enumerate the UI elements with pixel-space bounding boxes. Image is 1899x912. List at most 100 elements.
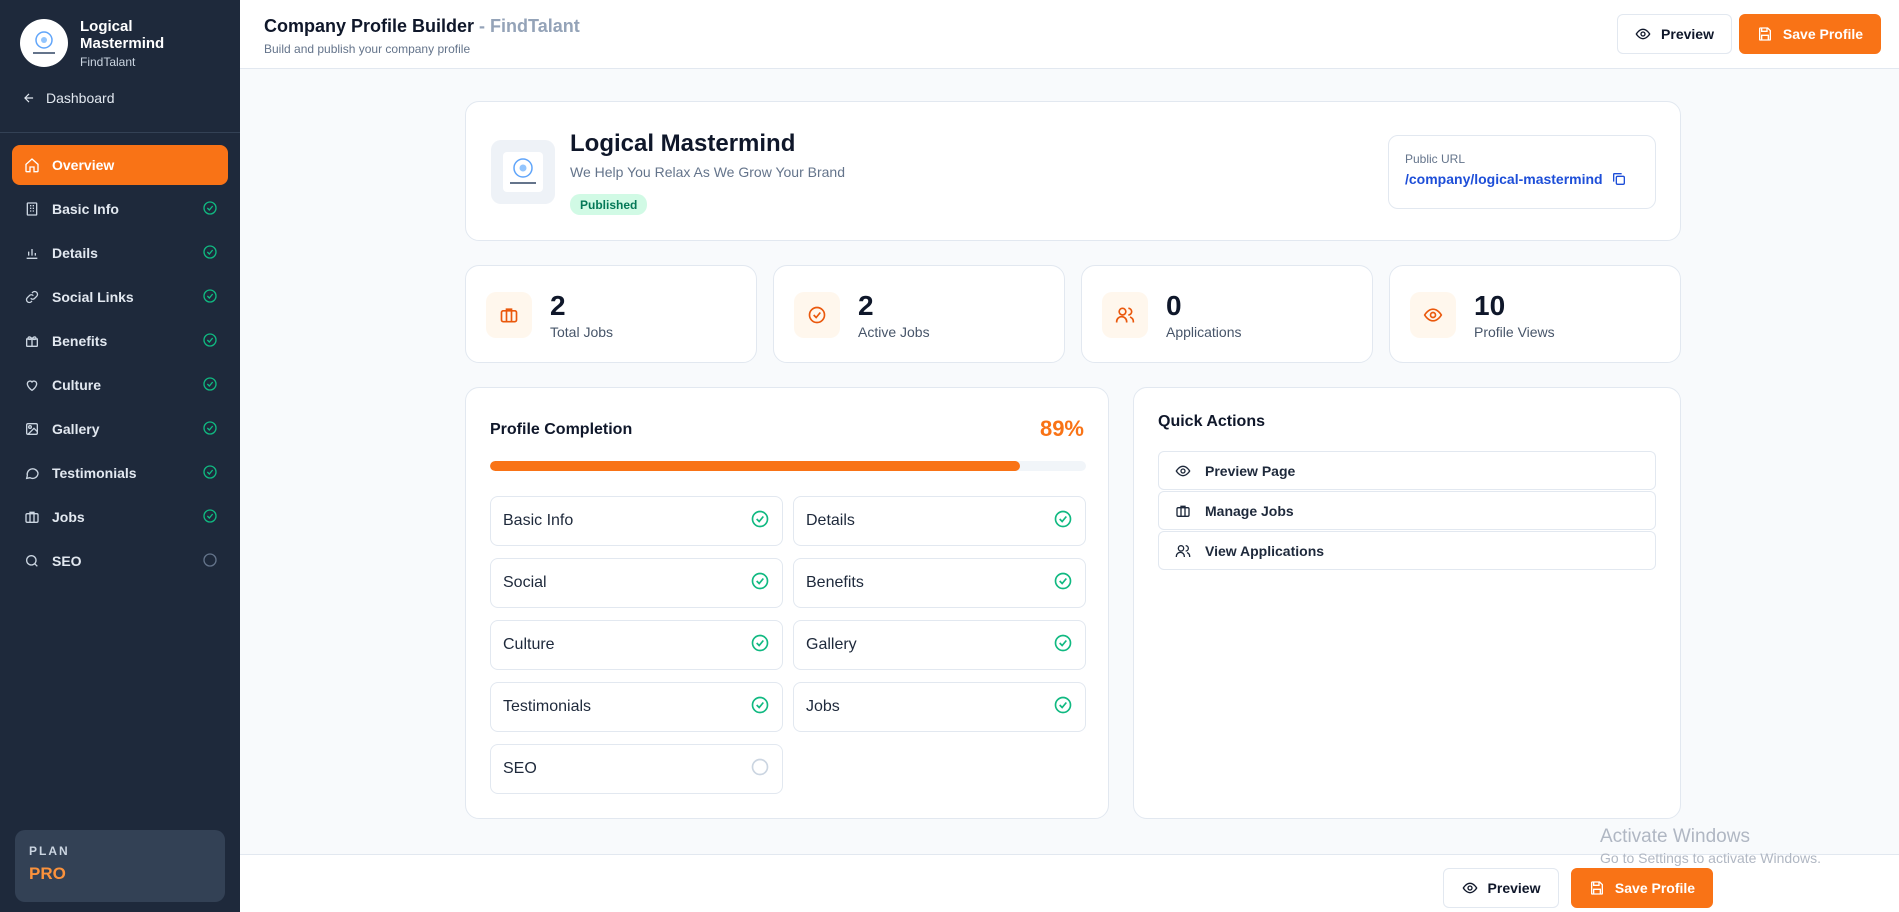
sidebar-item-social-links[interactable]: Social Links: [12, 277, 228, 317]
completion-item-testimonials[interactable]: Testimonials: [490, 682, 783, 732]
sidebar-item-gallery[interactable]: Gallery: [12, 409, 228, 449]
quick-actions-card: Quick Actions Preview Page Manage Jobs V…: [1133, 387, 1681, 819]
quick-action-label: View Applications: [1205, 542, 1325, 559]
sidebar-item-label: Overview: [52, 157, 115, 173]
public-url-box: Public URL /company/logical-mastermind: [1388, 135, 1656, 209]
sidebar-nav: Overview Basic Info Details Social Links…: [12, 145, 228, 585]
watermark-line-2: Go to Settings to activate Windows.: [1600, 850, 1821, 866]
image-icon: [22, 421, 42, 437]
eye-icon: [1462, 882, 1477, 894]
link-icon: [22, 289, 42, 305]
sidebar-item-seo[interactable]: SEO: [12, 541, 228, 581]
check-circle-icon: [202, 288, 218, 307]
sidebar-item-culture[interactable]: Culture: [12, 365, 228, 405]
completion-item-benefits[interactable]: Benefits: [793, 558, 1086, 608]
completion-item-label: Benefits: [806, 574, 864, 591]
stat-label: Total Jobs: [550, 324, 614, 340]
footer-preview-button[interactable]: Preview: [1443, 868, 1559, 908]
page-subtitle: Build and publish your company profile: [264, 42, 471, 56]
title-brand: FindTalant: [490, 16, 580, 36]
stat-card-applications: 0 Applications: [1081, 265, 1373, 363]
stat-label: Applications: [1166, 324, 1242, 340]
page-title: Company Profile Builder - FindTalant: [264, 16, 580, 37]
stat-value: 2: [550, 290, 566, 321]
heart-icon: [22, 377, 42, 393]
completion-item-seo[interactable]: SEO: [490, 744, 783, 794]
sidebar-item-jobs[interactable]: Jobs: [12, 497, 228, 537]
bottom-action-bar: Preview Save Profile: [240, 854, 1899, 912]
completion-item-details[interactable]: Details: [793, 496, 1086, 546]
page-title-text: Company Profile Builder: [264, 16, 475, 36]
view-applications-button[interactable]: View Applications: [1158, 531, 1656, 570]
check-circle-icon: [750, 571, 770, 596]
arrow-left-icon: [24, 93, 34, 103]
check-circle-icon: [1053, 695, 1073, 720]
check-circle-icon: [1053, 509, 1073, 534]
completion-item-jobs[interactable]: Jobs: [793, 682, 1086, 732]
completion-progress-fill: [490, 461, 1021, 471]
copy-icon[interactable]: [1611, 171, 1627, 187]
plan-label: PLAN: [29, 844, 70, 858]
save-profile-button[interactable]: Save Profile: [1739, 14, 1881, 54]
home-icon: [22, 157, 42, 173]
check-circle-icon: [202, 376, 218, 395]
sidebar-item-overview[interactable]: Overview: [12, 145, 228, 185]
sidebar-item-label: Details: [52, 245, 98, 261]
brand-subtitle: FindTalant: [80, 54, 136, 69]
back-to-dashboard-link[interactable]: Dashboard: [0, 86, 240, 110]
empty-circle-icon: [202, 552, 218, 571]
sidebar-item-basic-info[interactable]: Basic Info: [12, 189, 228, 229]
sidebar-item-label: Social Links: [52, 289, 134, 305]
sidebar-item-details[interactable]: Details: [12, 233, 228, 273]
footer-save-profile-button[interactable]: Save Profile: [1571, 868, 1713, 908]
check-circle-icon: [1053, 633, 1073, 658]
completion-item-culture[interactable]: Culture: [490, 620, 783, 670]
check-circle-icon: [202, 420, 218, 439]
gift-icon: [22, 333, 42, 349]
company-logo: [20, 19, 68, 67]
users-icon: [1175, 544, 1191, 557]
company-tagline: We Help You Relax As We Grow Your Brand: [570, 164, 845, 180]
sidebar-divider: [0, 132, 240, 133]
watermark-line-1: Activate Windows: [1600, 826, 1750, 847]
users-icon: [1102, 292, 1148, 338]
quick-action-label: Preview Page: [1205, 462, 1296, 479]
sidebar-item-label: Culture: [52, 377, 101, 393]
stat-card-total-jobs: 2 Total Jobs: [465, 265, 757, 363]
preview-page-button[interactable]: Preview Page: [1158, 451, 1656, 490]
company-name: Logical Mastermind: [570, 130, 796, 157]
completion-item-label: Gallery: [806, 636, 857, 653]
briefcase-icon: [486, 292, 532, 338]
sidebar-item-testimonials[interactable]: Testimonials: [12, 453, 228, 493]
completion-item-gallery[interactable]: Gallery: [793, 620, 1086, 670]
sidebar-item-label: Jobs: [52, 509, 85, 525]
sidebar-item-benefits[interactable]: Benefits: [12, 321, 228, 361]
eye-icon: [1175, 465, 1191, 476]
completion-item-social[interactable]: Social: [490, 558, 783, 608]
completion-item-basic-info[interactable]: Basic Info: [490, 496, 783, 546]
windows-activation-watermark: Activate Windows Go to Settings to activ…: [1600, 826, 1821, 866]
stat-label: Active Jobs: [858, 324, 930, 340]
check-circle-icon: [794, 292, 840, 338]
preview-button[interactable]: Preview: [1617, 14, 1732, 54]
sidebar-brand: Logical Mastermind FindTalant: [0, 0, 240, 86]
sidebar-item-label: Gallery: [52, 421, 100, 437]
footer-preview-label: Preview: [1487, 880, 1541, 896]
save-button-label: Save Profile: [1782, 26, 1864, 42]
completion-item-label: SEO: [503, 760, 537, 777]
stat-value: 2: [858, 290, 874, 321]
search-icon: [22, 553, 42, 569]
title-separator: -: [474, 16, 491, 36]
public-url-link[interactable]: /company/logical-mastermind: [1405, 171, 1603, 187]
preview-button-label: Preview: [1661, 26, 1714, 42]
check-circle-icon: [1053, 571, 1073, 596]
check-circle-icon: [202, 332, 218, 351]
sidebar: Logical Mastermind FindTalant Dashboard …: [0, 0, 240, 912]
back-link-label: Dashboard: [46, 90, 115, 106]
stat-card-active-jobs: 2 Active Jobs: [773, 265, 1065, 363]
check-circle-icon: [202, 508, 218, 527]
save-icon: [1758, 27, 1771, 41]
sidebar-item-label: SEO: [52, 553, 82, 569]
manage-jobs-button[interactable]: Manage Jobs: [1158, 491, 1656, 530]
stat-card-profile-views: 10 Profile Views: [1389, 265, 1681, 363]
